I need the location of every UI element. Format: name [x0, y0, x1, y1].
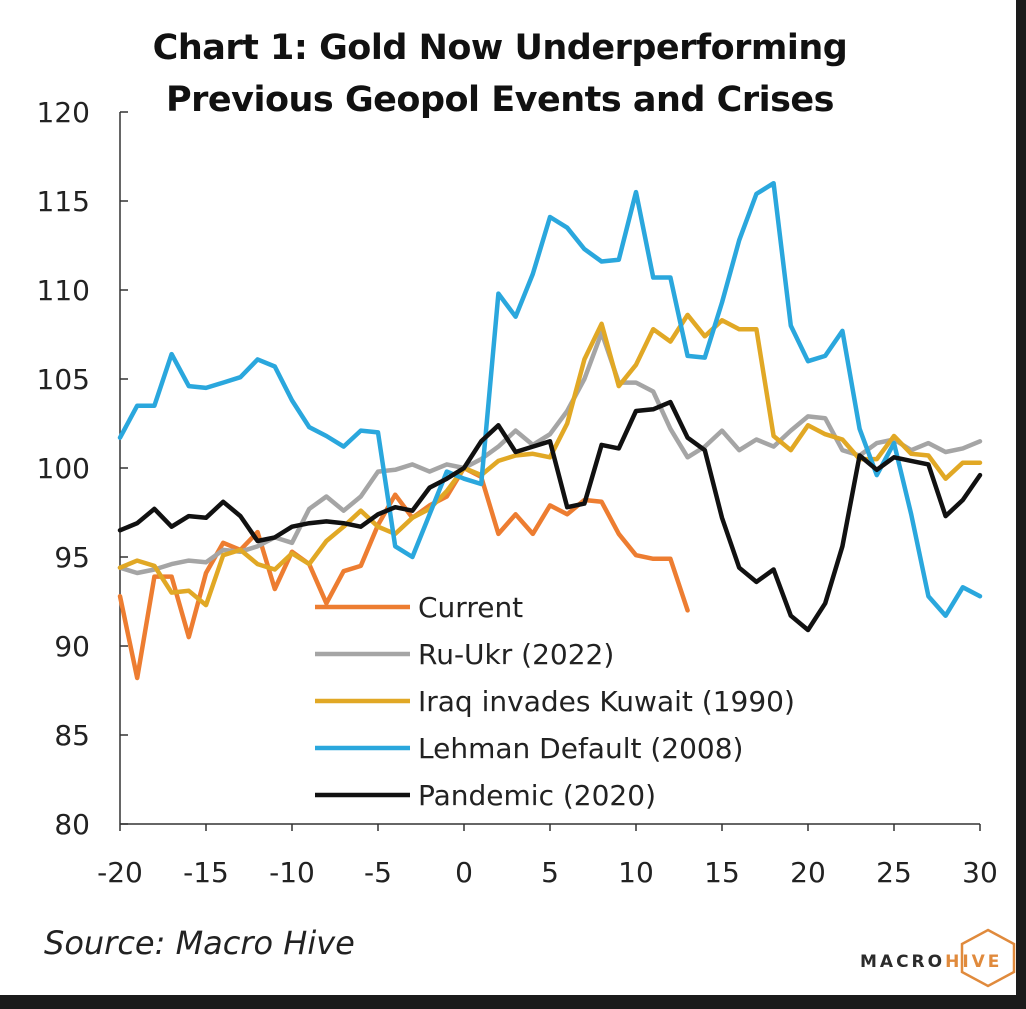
logo-macro-text: MACRO — [860, 952, 946, 972]
logo-hive-text: HIVE — [945, 952, 1003, 972]
y-tick-label: 120 — [37, 96, 90, 129]
legend: Current Ru-Ukr (2022) Iraq invades Kuwait … — [315, 591, 795, 812]
y-tick-label: 90 — [54, 630, 90, 663]
y-tick-label: 115 — [37, 185, 90, 218]
y-tick-label: 80 — [54, 808, 90, 841]
legend-label: Iraq invades Kuwait (1990) — [418, 685, 795, 718]
x-tick-label: -10 — [269, 856, 315, 889]
y-tick-label: 105 — [37, 363, 90, 396]
line-chart: 80 85 90 95 100 105 110 115 120 -20 -15 -10 -5 0 5 10 15… — [37, 96, 998, 889]
legend-label: Current — [418, 591, 523, 624]
y-tick-label: 85 — [54, 719, 90, 752]
x-tick-label: 5 — [541, 856, 559, 889]
x-tick-label: -20 — [97, 856, 143, 889]
chart-title: Chart 1: Gold Now Underperforming Previo… — [100, 22, 900, 126]
series-lines — [117, 180, 983, 681]
series-line-lehman-default-2008 — [117, 180, 983, 618]
x-tick-label: 15 — [704, 856, 740, 889]
macro-hive-logo: MACROHIVE — [860, 928, 1020, 988]
legend-label: Ru-Ukr (2022) — [418, 638, 614, 671]
y-tick-label: 110 — [37, 274, 90, 307]
y-tick-label: 100 — [37, 452, 90, 485]
legend-label: Lehman Default (2008) — [418, 732, 743, 765]
x-tick-label: 30 — [962, 856, 998, 889]
source-note: Source: Macro Hive — [44, 924, 355, 962]
x-tick-label: -15 — [183, 856, 229, 889]
x-tick-label: 10 — [618, 856, 654, 889]
legend-label: Pandemic (2020) — [418, 779, 656, 812]
series-line-pandemic-2020 — [117, 399, 983, 633]
hexagon-logo-icon — [960, 928, 1016, 988]
chart-title-line-2: Previous Geopol Events and Crises — [166, 80, 834, 120]
x-tick-label: 25 — [876, 856, 912, 889]
x-tick-label: 20 — [790, 856, 826, 889]
y-tick-label: 95 — [54, 541, 90, 574]
chart-frame: Chart 1: Gold Now Underperforming Previo… — [0, 0, 1016, 995]
x-tick-label: 0 — [455, 856, 473, 889]
chart-title-line-1: Chart 1: Gold Now Underperforming — [152, 28, 848, 68]
series-line-iraq-invades-kuwait-1990 — [117, 312, 983, 608]
logo-wordmark: MACROHIVE — [860, 952, 1002, 972]
axes: 80 85 90 95 100 105 110 115 120 -20 -15 -10 -5 0 5 10 15… — [37, 96, 998, 889]
x-tick-label: -5 — [364, 856, 392, 889]
